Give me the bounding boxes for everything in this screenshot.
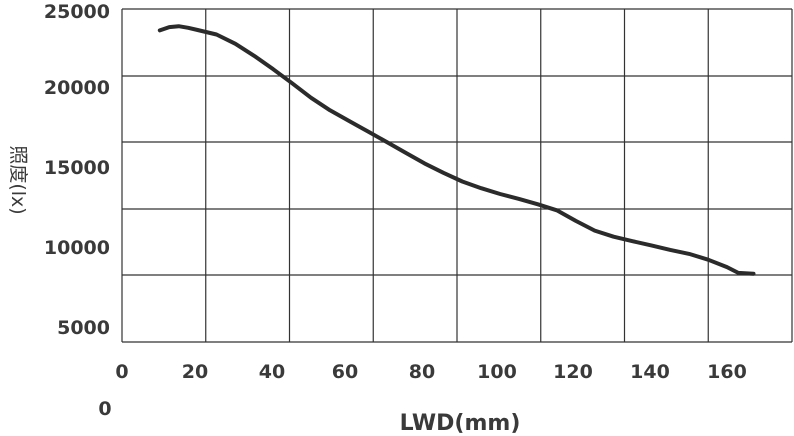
series-line: [157, 24, 756, 276]
y-tick-label: 10000: [44, 237, 110, 259]
y-tick-label: 20000: [44, 77, 110, 99]
x-tick-label: 60: [332, 361, 358, 383]
x-tick-label: 100: [477, 361, 517, 383]
y-tick-label: 25000: [44, 1, 110, 23]
x-axis-title: LWD(mm): [400, 411, 521, 436]
x-tick-labels: 0 20 40 60 80 100 120 140 160: [115, 361, 746, 383]
x-tick-label: 80: [409, 361, 435, 383]
y-tick-label: 5000: [57, 317, 110, 339]
y-axis-title-text: 照度(lx): [7, 145, 29, 214]
grid: [121, 8, 793, 343]
x-tick-label: 120: [553, 361, 593, 383]
extra-zero-label: 0: [98, 398, 111, 420]
x-tick-label: 20: [182, 361, 208, 383]
x-tick-label: 0: [115, 361, 128, 383]
y-axis-title: 照度(lx): [7, 145, 29, 214]
x-tick-label: 160: [707, 361, 747, 383]
x-tick-label: 140: [630, 361, 670, 383]
y-tick-label: 15000: [44, 157, 110, 179]
x-tick-label: 40: [259, 361, 285, 383]
y-tick-labels: 5000 10000 15000 20000 25000: [44, 1, 110, 339]
